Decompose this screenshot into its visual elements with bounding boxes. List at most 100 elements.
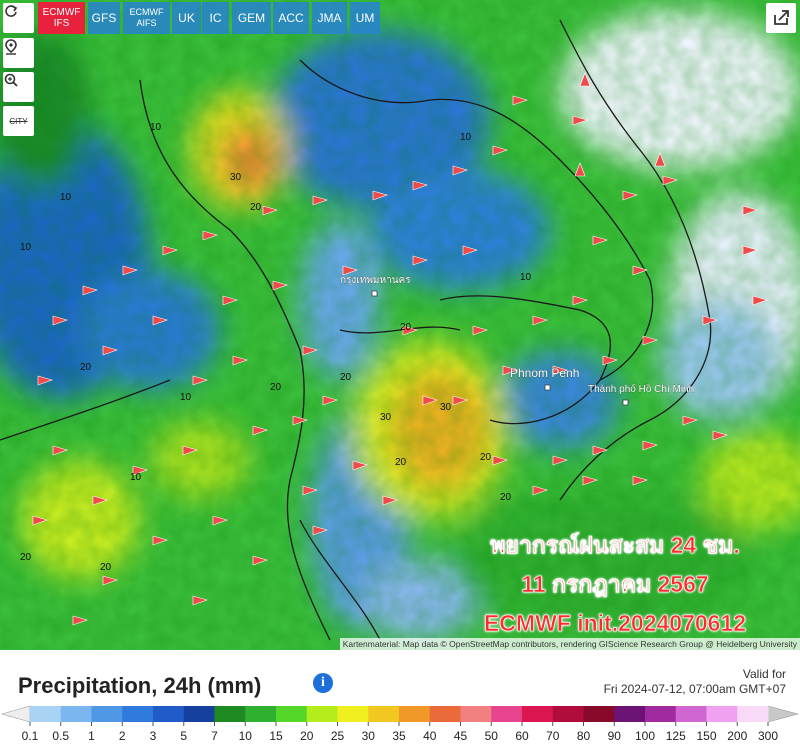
wind-arrow (302, 345, 318, 356)
model-button[interactable]: ECMWF IFS (38, 2, 85, 34)
scale-swatch (460, 706, 492, 722)
wind-arrow (312, 195, 328, 206)
model-button[interactable]: IC (202, 2, 229, 34)
scale-swatch (429, 706, 461, 722)
zoom-button[interactable] (3, 72, 34, 102)
scale-tick-label: 25 (331, 729, 345, 743)
scale-tick-label: 45 (454, 729, 468, 743)
wind-arrow (632, 265, 648, 276)
attribution: Kartenmaterial: Map data © OpenStreetMap… (339, 638, 800, 650)
scale-tick-label: 100 (635, 729, 655, 743)
city-marker (622, 399, 629, 406)
scale-swatch (183, 706, 215, 722)
scale-swatch (153, 706, 185, 722)
scale-tick-label: 7 (211, 729, 218, 743)
contour-label: 30 (230, 172, 242, 183)
wind-arrow (152, 315, 168, 326)
scale-swatch (645, 706, 677, 722)
contour-label: 20 (100, 562, 112, 573)
model-button[interactable]: ECMWF AIFS (123, 2, 170, 34)
wind-arrow (82, 285, 98, 296)
contour-label: 20 (400, 322, 412, 333)
wind-arrow (352, 460, 368, 471)
model-button[interactable]: ACC (273, 2, 309, 34)
wind-arrow (712, 430, 728, 441)
scale-tick-label: 300 (758, 729, 778, 743)
scale-tick-label: 150 (696, 729, 716, 743)
wind-arrow (452, 395, 468, 406)
scale-tick-label: 0.1 (22, 729, 39, 743)
scale-swatch (91, 706, 123, 722)
scale-end-right (767, 705, 800, 723)
map[interactable]: กรุงเทพมหานคร Phnom Penh Thành phố Hồ Chí … (0, 0, 800, 650)
model-button[interactable]: GEM (232, 2, 271, 34)
wind-arrow (342, 265, 358, 276)
wind-arrow (52, 315, 68, 326)
wind-arrow (132, 465, 148, 476)
share-button[interactable] (766, 3, 796, 33)
wind-arrow (72, 615, 88, 626)
scale-tick-label: 3 (150, 729, 157, 743)
place-label: กรุงเทพมหานคร (340, 275, 411, 286)
scale-swatch (675, 706, 707, 722)
wind-arrow (222, 295, 238, 306)
scale-tick-label: 15 (269, 729, 283, 743)
wind-arrow (252, 555, 268, 566)
wind-arrow (642, 440, 658, 451)
legend: Precipitation, 24h (mm) i Valid for Fri … (0, 650, 800, 747)
wind-arrow (412, 255, 428, 266)
wind-arrow (252, 425, 268, 436)
map-canvas: กรุงเทพมหานคร Phnom Penh Thành phố Hồ Chí … (0, 0, 800, 650)
wind-arrow (162, 245, 178, 256)
wind-arrow (412, 180, 428, 191)
info-button[interactable]: i (313, 673, 333, 693)
scale-tick-label: 125 (666, 729, 686, 743)
wind-arrow (682, 415, 698, 426)
wind-arrow (702, 315, 718, 326)
contour-label: 10 (180, 392, 192, 403)
contour-label: 20 (395, 457, 407, 468)
contour-label: 10 (520, 272, 532, 283)
scale-swatch (522, 706, 554, 722)
wind-arrow (32, 515, 48, 526)
model-button[interactable]: JMA (312, 2, 347, 34)
wind-arrow (462, 245, 478, 256)
contour-label: 20 (500, 492, 512, 503)
zoom-icon (4, 73, 18, 87)
scale-tick-label: 40 (423, 729, 437, 743)
model-button[interactable]: UK (172, 2, 201, 34)
wind-arrow (37, 375, 53, 386)
contour-label: 20 (250, 202, 262, 213)
wind-arrow (572, 115, 588, 126)
scale-swatch (614, 706, 646, 722)
scale-end-left (0, 705, 31, 723)
city-button[interactable]: CITY (3, 106, 34, 136)
color-scale: 0.1 0.5 1 2 3 5 7 10 15 20 25 30 35 40 45 50 60 70 80 90 100… (0, 705, 800, 743)
wind-arrow (212, 515, 228, 526)
place-label: Phnom Penh (510, 366, 579, 380)
wind-arrow (192, 595, 208, 606)
model-button[interactable]: GFS (88, 2, 120, 34)
wind-arrow (492, 455, 508, 466)
share-icon (774, 10, 789, 25)
contour-label: 30 (440, 402, 452, 413)
refresh-button[interactable] (3, 3, 34, 33)
wind-arrow (272, 280, 288, 291)
wind-arrow (102, 575, 118, 586)
contour-label: 10 (130, 472, 142, 483)
scale-tick-label: 60 (515, 729, 529, 743)
scale-swatch (491, 706, 523, 722)
wind-arrow (632, 475, 648, 486)
overlay-date: 11 กรกฎาคม 2567 (521, 571, 709, 598)
model-button[interactable]: UM (350, 2, 380, 34)
wind-arrow (552, 365, 568, 376)
scale-swatch (60, 706, 92, 722)
city-marker (544, 384, 551, 391)
wind-arrow (122, 265, 138, 276)
contour-label: 10 (460, 132, 472, 143)
contour-label: 10 (20, 242, 32, 253)
wind-arrow (742, 205, 758, 216)
borders (0, 19, 712, 641)
location-button[interactable] (3, 38, 34, 68)
wind-arrow (752, 295, 768, 306)
